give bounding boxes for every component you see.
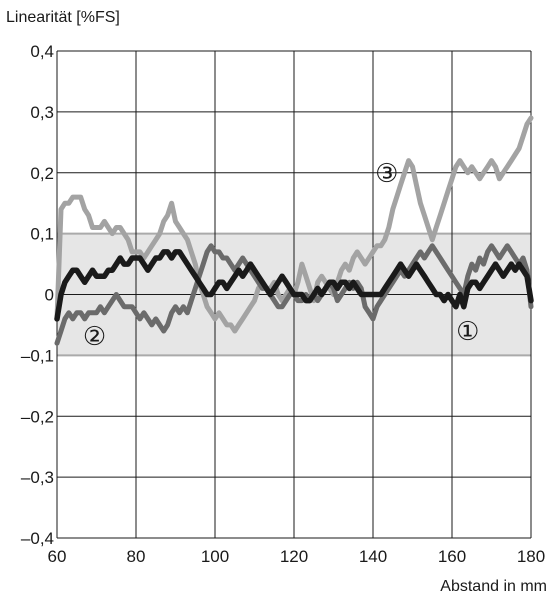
y-tick-label-3: –0,1 <box>21 346 54 365</box>
y-tick-label-4: 0 <box>45 286 54 305</box>
series-layer <box>54 115 534 346</box>
y-tick-label-0: –0,4 <box>21 529 54 548</box>
series-marker-layer: ① ② ③ <box>83 159 480 352</box>
y-tick-label-1: –0,3 <box>21 468 54 487</box>
x-tick-label-3: 120 <box>280 547 308 566</box>
y-tick-label-6: 0,2 <box>30 164 54 183</box>
grid-layer <box>56 50 532 539</box>
x-axis-label: Abstand in mm <box>440 578 547 595</box>
x-tick-label-0: 60 <box>48 547 67 566</box>
y-tick-label-5: 0,1 <box>30 225 54 244</box>
y-tick-label-7: 0,3 <box>30 103 54 122</box>
x-tick-label-6: 180 <box>517 547 545 566</box>
y-axis-label: Linearität [%FS] <box>6 9 120 26</box>
tick-label-layer: 60 80 100 120 140 160 180 –0,4 –0,3 –0,2 –0,1 0 0,1 0… <box>21 42 545 566</box>
y-tick-label-8: 0,4 <box>30 42 54 61</box>
x-tick-label-4: 140 <box>359 547 387 566</box>
x-tick-label-2: 100 <box>201 547 229 566</box>
x-tick-label-1: 80 <box>127 547 146 566</box>
series-marker-2: ② <box>83 322 106 352</box>
x-tick-label-5: 160 <box>438 547 466 566</box>
series-line-1 <box>54 249 534 322</box>
y-tick-label-2: –0,2 <box>21 407 54 426</box>
series-marker-3: ③ <box>375 159 398 189</box>
series-marker-1: ① <box>456 317 479 347</box>
